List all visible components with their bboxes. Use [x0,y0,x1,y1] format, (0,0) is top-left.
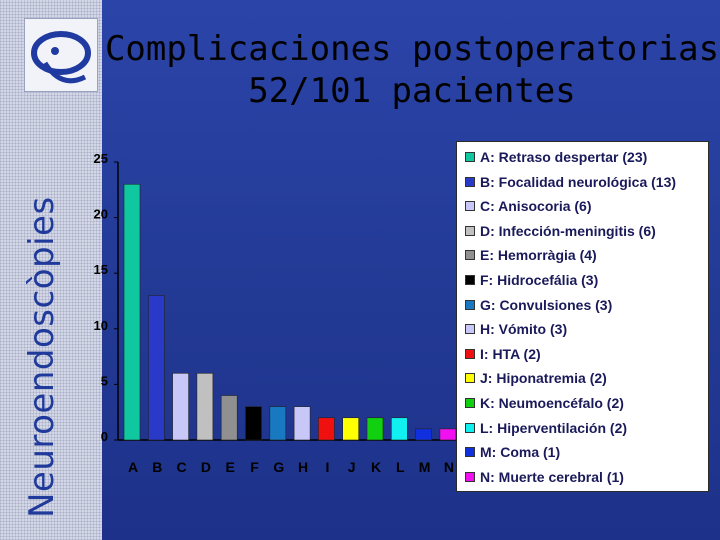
legend-swatch [465,152,475,162]
legend-item: F: Hidrocefália (3) [465,270,598,290]
x-tick-label: L [396,459,405,475]
legend-swatch [465,447,475,458]
title-line-1: Complicaciones postoperatorias [104,29,720,69]
sidebar-panel: Neuroendoscòpies [0,0,102,540]
x-tick-label: K [371,459,381,475]
x-tick-label: M [419,459,431,475]
bar [269,406,287,441]
bar [390,417,408,441]
legend-label: B: Focalidad neurológica (13) [480,173,677,190]
x-tick-label: I [325,459,329,475]
bar [123,183,141,441]
legend-label: M: Coma (1) [480,444,561,461]
legend-label: N: Muerte cerebral (1) [480,468,624,485]
legend-item: H: Vómito (3) [465,319,567,339]
legend-item: G: Convulsiones (3) [465,295,612,315]
bar [220,395,238,441]
bar [293,406,311,441]
legend-item: B: Focalidad neurológica (13) [465,172,676,192]
bar [318,417,335,441]
legend-swatch [465,324,475,335]
legend-item: K: Neumoencéfalo (2) [465,393,624,413]
x-tick-label: F [250,459,259,475]
legend-item: M: Coma (1) [465,442,560,462]
legend-swatch [465,299,475,310]
y-tick-label: 15 [94,262,108,277]
bar [366,417,384,441]
legend-swatch [465,250,475,261]
legend-label: A: Retraso despertar (23) [480,149,648,165]
legend-label: C: Anisocoria (6) [480,198,592,215]
legend-swatch [465,471,475,482]
legend-swatch [465,225,475,236]
bar [172,372,189,441]
y-tick-label: 0 [101,429,108,444]
legend-label: G: Convulsiones (3) [480,296,613,313]
x-tick-label: H [298,459,308,475]
legend-item: A: Retraso despertar (23) [465,147,647,167]
legend-swatch [465,275,475,285]
x-tick-label: N [444,459,454,475]
legend-item: D: Infección-meningitis (6) [465,221,656,241]
bar [196,372,214,441]
legend-item: I: HTA (2) [465,344,541,364]
legend-label: H: Vómito (3) [480,321,568,338]
title-line-2: 52/101 pacientes [248,71,576,111]
y-tick-label: 10 [94,318,108,333]
legend-item: E: Hemorràgia (4) [465,245,597,265]
legend-label: F: Hidrocefália (3) [480,272,599,288]
legend-label: K: Neumoencéfalo (2) [480,395,624,411]
legend-item: C: Anisocoria (6) [465,196,592,216]
legend-swatch [465,398,475,408]
legend-swatch [465,201,475,212]
legend-label: J: Hiponatremia (2) [480,370,607,387]
legend-swatch [465,373,475,384]
bar [245,406,262,441]
bar [415,428,432,441]
x-tick-label: J [348,459,356,475]
y-tick-label: 5 [101,373,108,388]
legend-item: J: Hiponatremia (2) [465,368,607,388]
legend-label: L: Hiperventilación (2) [480,419,628,436]
x-tick-label: D [201,459,211,475]
x-tick-label: A [128,459,138,475]
y-tick-label: 25 [94,151,108,166]
y-tick-label: 20 [94,207,108,222]
legend-swatch [465,348,475,359]
logo [24,18,98,92]
legend-item: N: Muerte cerebral (1) [465,467,624,487]
legend-label: I: HTA (2) [480,345,541,362]
x-tick-label: E [226,459,235,475]
x-tick-label: B [152,459,162,475]
legend-swatch [465,176,475,187]
bar [342,417,360,441]
legend-swatch [465,422,475,433]
bar [148,295,165,441]
legend-item: L: Hiperventilación (2) [465,418,627,438]
legend-label: D: Infección-meningitis (6) [480,222,656,239]
page-title: Complicaciones postoperatorias 52/101 pa… [104,28,720,112]
x-tick-label: C [177,459,187,475]
x-tick-label: G [273,459,284,475]
chart-legend: A: Retraso despertar (23) B: Focalidad ne… [456,141,709,492]
legend-label: E: Hemorràgia (4) [480,247,597,264]
bar [439,428,457,441]
